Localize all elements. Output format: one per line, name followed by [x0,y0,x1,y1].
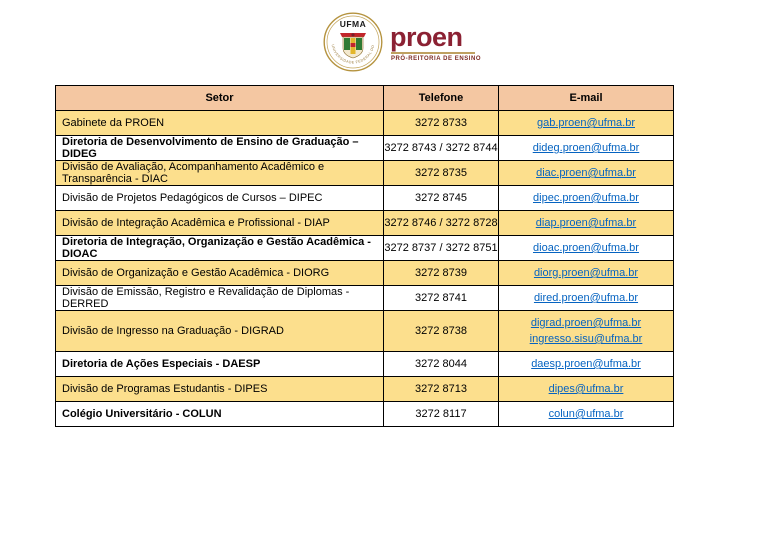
setor-cell: Divisão de Organização e Gestão Acadêmic… [55,260,384,286]
setor-cell: Gabinete da PROEN [55,110,384,136]
setor-cell: Colégio Universitário - COLUN [55,401,384,427]
table-row: Divisão de Ingresso na Graduação - DIGRA… [55,310,674,352]
telefone-cell: 3272 8713 [383,376,499,402]
email-link[interactable]: colun@ufma.br [548,408,624,420]
telefone-cell: 3272 8733 [383,110,499,136]
table-row: Divisão de Programas Estudantis - DIPES … [55,376,674,402]
email-link[interactable]: digrad.proen@ufma.br [530,317,642,329]
email-link[interactable]: dideg.proen@ufma.br [532,142,640,154]
table-row: Divisão de Avaliação, Acompanhamento Aca… [55,160,674,186]
telefone-cell: 3272 8741 [383,285,499,311]
table-row: Colégio Universitário - COLUN 3272 8117 … [55,401,674,427]
telefone-cell: 3272 8738 [383,310,499,352]
setor-cell: Divisão de Integração Acadêmica e Profis… [55,210,384,236]
email-link[interactable]: diorg.proen@ufma.br [533,267,639,279]
table-header-row: Setor Telefone E-mail [55,85,674,111]
proen-wordmark: proen [390,22,463,52]
telefone-cell: 3272 8117 [383,401,499,427]
ufma-seal-icon: UFMA UNIVERSIDADE FEDERAL DO MARANHÃO [323,12,383,72]
email-link[interactable]: daesp.proen@ufma.br [531,358,641,370]
setor-cell: Diretoria de Desenvolvimento de Ensino d… [55,135,384,161]
table-row: Divisão de Emissão, Registro e Revalidaç… [55,285,674,311]
setor-cell: Divisão de Emissão, Registro e Revalidaç… [55,285,384,311]
email-link[interactable]: gab.proen@ufma.br [536,117,635,129]
column-header-email: E-mail [498,85,674,111]
brand-column: proen PRÓ-REITORIA DE ENSINO [390,12,482,63]
telefone-cell: 3272 8745 [383,185,499,211]
setor-cell: Diretoria de Ações Especiais - DAESP [55,351,384,377]
setor-cell: Divisão de Programas Estudantis - DIPES [55,376,384,402]
email-link[interactable]: diap.proen@ufma.br [535,217,637,229]
email-link[interactable]: dired.proen@ufma.br [533,292,639,304]
telefone-cell: 3272 8746 / 3272 8728 [383,210,499,236]
contacts-table: Setor Telefone E-mail Gabinete da PROEN … [55,85,674,427]
proen-header-logo: UFMA UNIVERSIDADE FEDERAL DO MARANHÃO pr… [323,12,481,72]
email-link[interactable]: dioac.proen@ufma.br [533,242,639,254]
brand-subtitle: PRÓ-REITORIA DE ENSINO [391,56,482,62]
seal-crest [340,33,366,59]
telefone-cell: 3272 8044 [383,351,499,377]
table-row: Divisão de Organização e Gestão Acadêmic… [55,260,674,286]
telefone-cell: 3272 8743 / 3272 8744 [383,135,499,161]
table-row: Divisão de Integração Acadêmica e Profis… [55,210,674,236]
telefone-cell: 3272 8737 / 3272 8751 [383,235,499,261]
email-link[interactable]: ingresso.sisu@ufma.br [529,333,643,345]
setor-cell: Diretoria de Integração, Organização e G… [55,235,384,261]
table-row: Gabinete da PROEN 3272 8733 gab.proen@uf… [55,110,674,136]
setor-cell: Divisão de Ingresso na Graduação - DIGRA… [55,310,384,352]
table-row: Diretoria de Integração, Organização e G… [55,235,674,261]
table-row: Diretoria de Desenvolvimento de Ensino d… [55,135,674,161]
email-link[interactable]: dipec.proen@ufma.br [533,192,639,204]
email-link[interactable]: dipes@ufma.br [548,383,624,395]
setor-cell: Divisão de Avaliação, Acompanhamento Aca… [55,160,384,186]
setor-cell: Divisão de Projetos Pedagógicos de Curso… [55,185,384,211]
email-link[interactable]: diac.proen@ufma.br [536,167,636,179]
table-row: Divisão de Projetos Pedagógicos de Curso… [55,185,674,211]
column-header-telefone: Telefone [383,85,499,111]
telefone-cell: 3272 8735 [383,160,499,186]
seal-acronym: UFMA [340,19,367,29]
column-header-setor: Setor [55,85,384,111]
brand-divider-line [391,52,475,54]
telefone-cell: 3272 8739 [383,260,499,286]
table-row: Diretoria de Ações Especiais - DAESP 327… [55,351,674,377]
